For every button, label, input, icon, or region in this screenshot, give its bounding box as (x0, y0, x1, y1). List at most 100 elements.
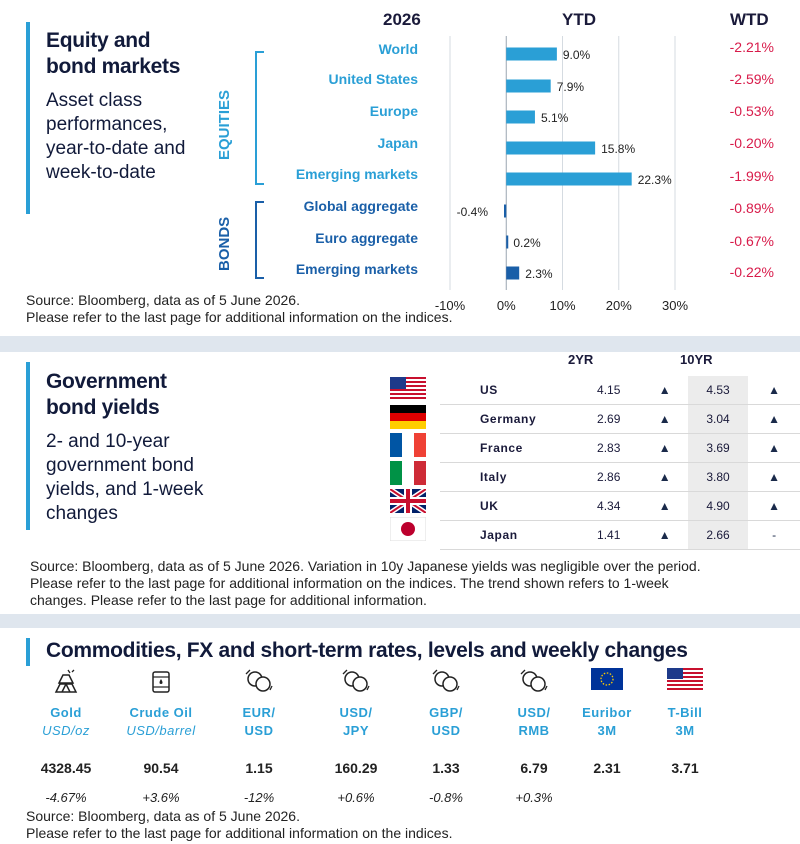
yields-source: Source: Bloomberg, data as of 5 June 202… (30, 558, 701, 608)
yield-2yr-cell: 2.69 (575, 404, 642, 434)
commodity-unit: USD/barrel (126, 723, 196, 738)
yield-10yr-cell: 4.53 (687, 376, 749, 405)
commodity-value: 90.54 (143, 760, 179, 776)
commodity-item: EUR/USD 1.15 -12% (216, 668, 302, 805)
commodity-change: +3.6% (142, 790, 180, 805)
wtd-value: -1.99% (729, 168, 774, 184)
ytd-value-label: 0.2% (513, 236, 541, 250)
trend-2yr-cell: ▲ (641, 520, 688, 550)
group-brackets (255, 51, 264, 279)
row-label-em-bond: Emerging markets (295, 261, 418, 277)
france-flag (390, 433, 426, 457)
wtd-value: -0.53% (729, 103, 774, 119)
currency-exchange-icon (216, 668, 302, 698)
wtd-value: -0.20% (729, 135, 774, 151)
country-cell: Japan (440, 520, 576, 550)
commodity-item: Gold USD/oz 4328.45 -4.67% (23, 668, 109, 805)
equity-source: Source: Bloomberg, data as of 5 June 202… (26, 292, 453, 325)
x-tick-label: 30% (662, 298, 688, 313)
row-label-global-agg: Global aggregate (303, 198, 418, 214)
commodity-value: 160.29 (334, 760, 378, 776)
wtd-column: -2.21% -2.59% -0.53% -0.20% -1.99% -0.89… (694, 0, 774, 300)
yield-2yr-cell: 4.15 (575, 376, 642, 405)
commodity-unit: USD/oz (42, 723, 90, 738)
trend-2yr-cell: ▲ (641, 462, 688, 492)
wtd-value: -2.59% (729, 71, 774, 87)
commodity-name: GBP/ (429, 705, 463, 720)
country-cell: France (440, 433, 576, 463)
row-label-em-equity: Emerging markets (295, 166, 418, 182)
commodity-name: USD/ (517, 705, 551, 720)
year-header: 2026 (383, 10, 421, 29)
ytd-bar (506, 110, 535, 124)
wtd-value: -0.22% (729, 264, 774, 280)
trend-2yr-cell: ▲ (641, 433, 688, 463)
commodity-item: T-Bill 3M 3.71 (642, 668, 728, 790)
commodity-name: Euribor (582, 705, 632, 720)
germany-flag (390, 405, 426, 429)
section-divider (0, 336, 800, 352)
trend-2yr-cell: ▲ (641, 404, 688, 434)
commodity-value: 1.15 (245, 760, 273, 776)
eu-flag (564, 668, 650, 698)
trend-10yr-cell: ▲ (748, 491, 800, 521)
oil-barrel-icon (118, 668, 204, 698)
commodity-unit: RMB (518, 723, 550, 738)
commodity-item: USD/JPY 160.29 +0.6% (313, 668, 399, 805)
ytd-value-label: 5.1% (541, 111, 569, 125)
commodity-value: 3.71 (671, 760, 699, 776)
ytd-value-label: 7.9% (557, 80, 585, 94)
wtd-value: -2.21% (729, 39, 774, 55)
commodity-name: USD/ (339, 705, 373, 720)
yield-2yr-cell: 2.86 (575, 462, 642, 492)
accent-bar (26, 22, 30, 214)
currency-exchange-icon (403, 668, 489, 698)
x-tick-label: 20% (606, 298, 632, 313)
commodities-panel: Commodities, FX and short-term rates, le… (0, 628, 800, 844)
x-tick-label: 0% (497, 298, 516, 313)
commodity-unit: USD (431, 723, 461, 738)
wtd-header: WTD (730, 10, 769, 26)
wtd-value: -0.89% (729, 200, 774, 216)
country-cell: Germany (440, 404, 576, 434)
commodity-item: USD/RMB 6.79 +0.3% (491, 668, 577, 805)
country-cell: US (440, 376, 576, 405)
us-flag (390, 377, 426, 401)
commodity-change: -12% (243, 790, 275, 805)
yield-10yr-cell: 2.66 (687, 520, 749, 550)
country-cell: UK (440, 491, 576, 521)
yield-10yr-cell: 4.90 (687, 491, 749, 521)
ytd-value-label: 22.3% (638, 173, 672, 187)
currency-exchange-icon (491, 668, 577, 698)
italy-flag (390, 461, 426, 485)
equity-title: Equity and bond markets (46, 29, 181, 78)
section-divider (0, 614, 800, 628)
commodity-item: GBP/USD 1.33 -0.8% (403, 668, 489, 805)
currency-exchange-icon (313, 668, 399, 698)
trend-2yr-cell: ▲ (641, 491, 688, 521)
table-row: US 4.15 ▲ 4.53 ▲ (440, 376, 800, 405)
accent-bar (26, 362, 30, 530)
row-label-japan: Japan (377, 135, 418, 151)
commodity-value: 2.31 (593, 760, 621, 776)
trend-10yr-cell: ▲ (748, 462, 800, 492)
bonds-group-label: BONDS (216, 216, 233, 271)
trend-10yr-cell: - (748, 520, 800, 550)
yield-2yr-cell: 4.34 (575, 491, 642, 521)
yields-subtitle: 2- and 10-year government bond yields, a… (46, 431, 204, 524)
yield-10yr-cell: 3.69 (687, 433, 749, 463)
commodity-name: EUR/ (242, 705, 276, 720)
commodity-name: T-Bill (667, 705, 703, 720)
wtd-value: -0.67% (729, 233, 774, 249)
header-10yr: 10YR (680, 352, 713, 367)
commodity-unit: 3M (675, 723, 695, 738)
ytd-bar (506, 172, 632, 186)
accent-bar (26, 638, 30, 666)
table-row: UK 4.34 ▲ 4.90 ▲ (440, 491, 800, 521)
row-labels: World United States Europe Japan Emergin… (260, 0, 418, 300)
table-row: Japan 1.41 ▲ 2.66- (440, 520, 800, 550)
ytd-value-label: -0.4% (457, 205, 489, 219)
commodity-unit: 3M (597, 723, 617, 738)
commodity-change: +0.6% (337, 790, 375, 805)
x-tick-label: 10% (549, 298, 575, 313)
